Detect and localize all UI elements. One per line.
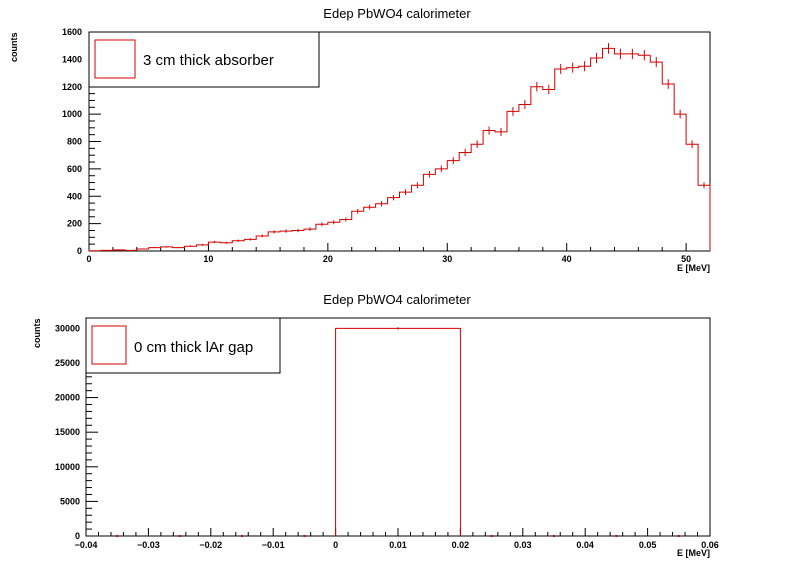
histogram-bin: [335, 327, 461, 536]
y-axis-label-top: counts: [9, 32, 19, 62]
chart-panel-bottom: Edep PbWO4 calorimeter counts E [MeV] 0 5…: [32, 292, 719, 558]
x-tick-label: 0.06: [701, 540, 719, 550]
y-axis-label-bottom: counts: [32, 318, 42, 348]
x-tick-label: 0.02: [452, 540, 470, 550]
axes-top: 0 200 400 600 800 1000 1200 1400 1600 0 10 20 30 40 50: [62, 27, 711, 264]
axes-bottom: 0 5000 10000 15000 20000 25000 30000 −0.04 −0.03…: [55, 320, 719, 550]
x-tick-label: 0.05: [639, 540, 657, 550]
y-tick-label: 200: [67, 219, 82, 229]
y-tick-label: 20000: [55, 393, 80, 403]
histogram-step-line: [88, 47, 711, 252]
x-tick-label: 30: [442, 254, 452, 264]
y-tick-label: 5000: [60, 496, 80, 506]
x-tick-label: 40: [562, 254, 572, 264]
y-tick-label: 30000: [55, 323, 80, 333]
x-tick-label: −0.02: [199, 540, 222, 550]
legend-swatch-top: [94, 39, 136, 79]
y-tick-label: 1000: [62, 109, 82, 119]
legend-label-top: 3 cm thick absorber: [143, 52, 274, 69]
y-tick-label: 1600: [62, 27, 82, 37]
x-tick-label: 0.04: [576, 540, 594, 550]
legend-label-bottom: 0 cm thick lAr gap: [134, 339, 253, 356]
y-tick-label: 10000: [55, 462, 80, 472]
legend-top: 3 cm thick absorber: [88, 31, 320, 88]
chart-title-top: Edep PbWO4 calorimeter: [323, 6, 471, 21]
x-tick-label: 0.01: [389, 540, 407, 550]
y-tick-label: 1200: [62, 82, 82, 92]
y-tick-label: 15000: [55, 427, 80, 437]
legend-swatch-bottom: [91, 325, 127, 365]
x-tick-label: −0.03: [137, 540, 160, 550]
histogram-marks-top: [88, 43, 711, 252]
y-tick-label: 25000: [55, 358, 80, 368]
x-tick-label: 20: [323, 254, 333, 264]
chart-title-bottom: Edep PbWO4 calorimeter: [323, 292, 471, 307]
y-tick-label: 0: [77, 246, 82, 256]
x-axis-label-bottom: E [MeV]: [677, 548, 710, 558]
x-tick-label: −0.04: [75, 540, 98, 550]
x-axis-label-top: E [MeV]: [677, 263, 710, 273]
x-tick-label: −0.01: [262, 540, 285, 550]
y-tick-label: 800: [67, 137, 82, 147]
y-tick-label: 1400: [62, 54, 82, 64]
y-tick-label: 400: [67, 191, 82, 201]
x-tick-label: 0: [86, 254, 91, 264]
x-tick-label: 0.03: [514, 540, 532, 550]
legend-bottom: 0 cm thick lAr gap: [85, 317, 281, 374]
histogram-marks-bottom: [116, 327, 680, 537]
x-tick-label: 50: [681, 254, 691, 264]
y-tick-label: 0: [75, 531, 80, 541]
x-tick-label: 10: [203, 254, 213, 264]
x-tick-label: 0: [333, 540, 338, 550]
y-tick-label: 600: [67, 164, 82, 174]
chart-panel-top: Edep PbWO4 calorimeter counts E [MeV] 0 2…: [9, 6, 711, 273]
